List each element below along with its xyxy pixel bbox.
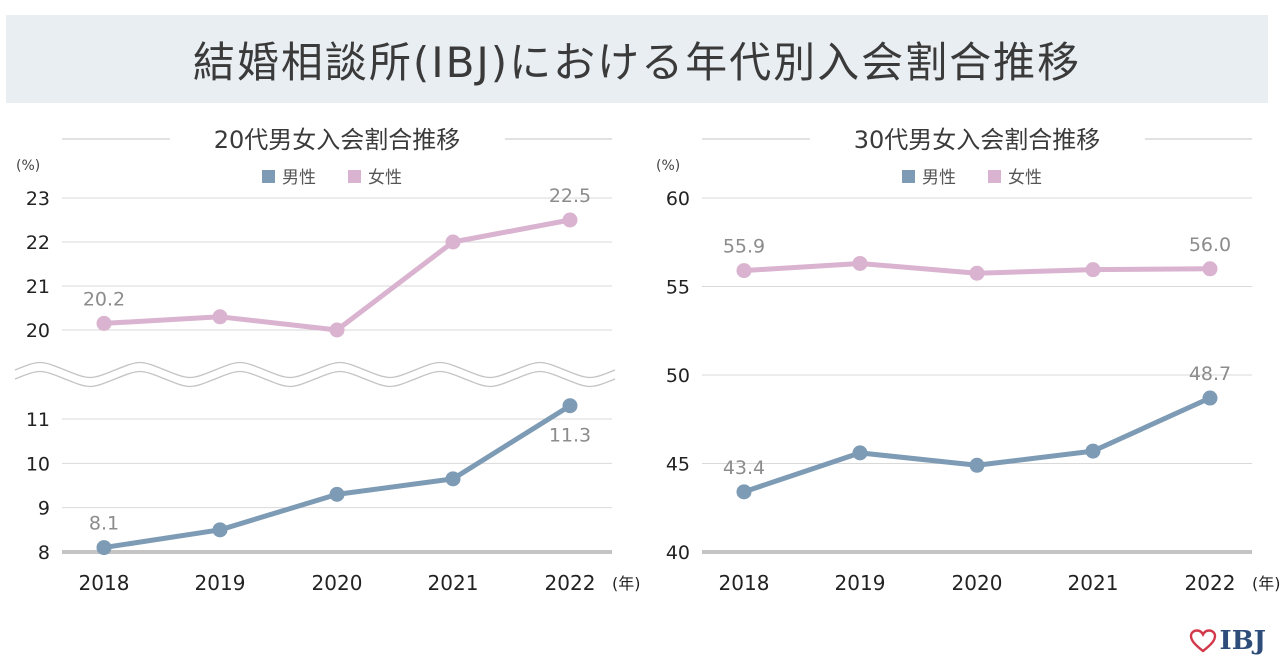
series-line-0: [743, 395, 1212, 495]
data-point: [329, 322, 345, 338]
x-tick-label: 2021: [1068, 571, 1119, 595]
data-point: [96, 540, 112, 556]
data-point: [212, 309, 228, 325]
data-label: 8.1: [89, 513, 119, 535]
x-tick-label: 2021: [428, 571, 479, 595]
y-tick-label: 11: [26, 409, 50, 431]
data-point: [445, 471, 461, 487]
data-point: [1202, 390, 1218, 406]
y-tick-label: 45: [666, 454, 690, 476]
data-point: [445, 234, 461, 250]
data-label: 55.9: [723, 236, 765, 258]
legend-swatch-1: [348, 170, 361, 183]
chart-title: 30代男女入会割合推移: [854, 126, 1101, 154]
ibj-logo: IBJ: [1189, 626, 1266, 656]
x-tick-label: 2018: [719, 571, 770, 595]
data-point: [96, 315, 112, 331]
data-label: 20.2: [83, 288, 125, 310]
page-title: 結婚相談所(IBJ)における年代別入会割合推移: [192, 37, 1082, 87]
legend-label-0: 男性: [922, 168, 956, 188]
data-label: 22.5: [549, 185, 591, 207]
data-label: 43.4: [723, 457, 765, 479]
y-tick-label: 10: [26, 453, 50, 475]
y-unit: (%): [656, 158, 680, 174]
data-point: [212, 522, 228, 538]
data-point: [969, 265, 985, 281]
data-label: 48.7: [1189, 363, 1231, 385]
chart-title: 20代男女入会割合推移: [214, 126, 461, 154]
x-unit: (年): [612, 574, 641, 593]
x-tick-label: 2022: [1185, 571, 1236, 595]
data-point: [1085, 443, 1101, 459]
axis-break-line: [14, 361, 616, 379]
legend-swatch-1: [988, 170, 1001, 183]
data-point: [852, 255, 868, 271]
data-point: [852, 445, 868, 461]
data-point: [1085, 262, 1101, 278]
y-unit: (%): [16, 158, 40, 174]
x-tick-label: 2019: [835, 571, 886, 595]
series-line-0: [103, 403, 572, 551]
legend-label-0: 男性: [282, 168, 316, 188]
y-tick-label: 20: [26, 320, 50, 342]
y-tick-label: 55: [666, 277, 690, 299]
y-tick-label: 60: [666, 188, 690, 210]
y-tick-label: 9: [38, 498, 50, 520]
y-tick-label: 8: [38, 542, 50, 564]
data-point: [562, 398, 578, 414]
x-tick-label: 2020: [312, 571, 363, 595]
logo-text: IBJ: [1219, 626, 1266, 656]
x-tick-label: 2022: [545, 571, 596, 595]
legend-swatch-0: [902, 170, 915, 183]
x-tick-label: 2020: [952, 571, 1003, 595]
heart-icon: [1189, 629, 1216, 653]
y-tick-label: 40: [666, 542, 690, 564]
series-line-1: [103, 217, 571, 333]
data-point: [1202, 261, 1218, 277]
y-tick-label: 50: [666, 365, 690, 387]
x-unit: (年): [1252, 574, 1280, 593]
x-tick-label: 2018: [79, 571, 130, 595]
legend-swatch-0: [262, 170, 275, 183]
x-tick-label: 2019: [195, 571, 246, 595]
data-label: 11.3: [549, 425, 591, 447]
y-tick-label: 21: [26, 276, 50, 298]
legend-label-1: 女性: [368, 168, 402, 188]
y-tick-label: 23: [26, 188, 50, 210]
data-point: [969, 457, 985, 473]
data-point: [329, 486, 345, 502]
title-banner: 結婚相談所(IBJ)における年代別入会割合推移: [6, 15, 1268, 103]
data-point: [562, 212, 578, 228]
axis-break-line: [14, 370, 616, 388]
data-point: [736, 484, 752, 500]
data-label: 56.0: [1189, 234, 1231, 256]
data-point: [736, 263, 752, 279]
y-tick-label: 22: [26, 232, 50, 254]
legend-label-1: 女性: [1008, 168, 1042, 188]
